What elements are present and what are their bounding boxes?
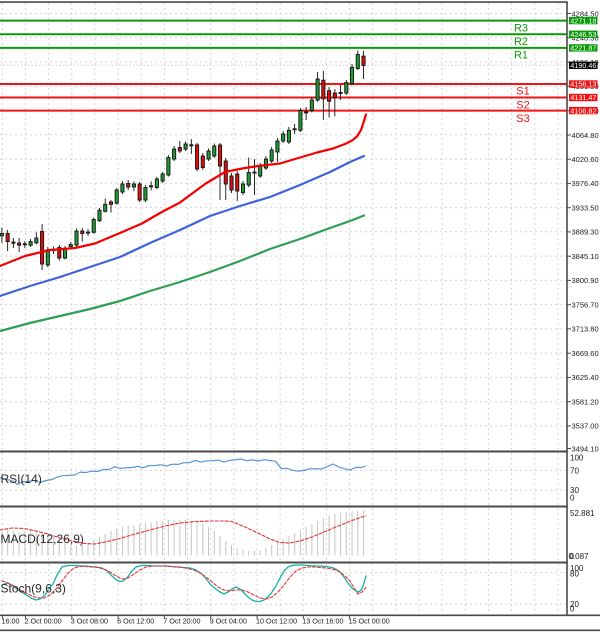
svg-text:3581.20: 3581.20 xyxy=(572,398,599,407)
svg-text:S2: S2 xyxy=(516,100,529,112)
svg-text:R2: R2 xyxy=(514,36,528,48)
svg-text:4106.82: 4106.82 xyxy=(570,106,596,115)
svg-text:S3: S3 xyxy=(516,113,529,125)
svg-text:3800.90: 3800.90 xyxy=(572,276,599,285)
svg-text:80: 80 xyxy=(570,569,579,578)
svg-text:3756.70: 3756.70 xyxy=(572,301,599,310)
svg-text:3889.30: 3889.30 xyxy=(572,228,599,237)
svg-text:9 Oct 04:00: 9 Oct 04:00 xyxy=(210,616,247,625)
svg-text:4190.46: 4190.46 xyxy=(570,61,596,70)
svg-text:4131.47: 4131.47 xyxy=(570,93,596,102)
svg-text:13 Oct 16:00: 13 Oct 16:00 xyxy=(302,616,343,625)
svg-text:100: 100 xyxy=(570,454,584,463)
svg-text:4246.53: 4246.53 xyxy=(570,30,596,39)
svg-text:30: 30 xyxy=(570,486,579,495)
svg-text:3713.80: 3713.80 xyxy=(572,325,599,334)
svg-text:3537.00: 3537.00 xyxy=(572,422,599,431)
svg-text:20: 20 xyxy=(570,600,579,609)
svg-text:Stoch(9,6,3): Stoch(9,6,3) xyxy=(1,582,66,596)
svg-text:0: 0 xyxy=(570,605,575,614)
svg-text:0: 0 xyxy=(570,552,575,561)
svg-text:4271.18: 4271.18 xyxy=(570,16,596,25)
svg-text:7 Oct 20:00: 7 Oct 20:00 xyxy=(163,616,200,625)
svg-text:16:00: 16:00 xyxy=(2,616,20,625)
svg-text:2 Oct 00:00: 2 Oct 00:00 xyxy=(25,616,62,625)
svg-text:70: 70 xyxy=(570,466,579,475)
svg-text:6 Oct 12:00: 6 Oct 12:00 xyxy=(117,616,154,625)
svg-text:R1: R1 xyxy=(514,50,528,62)
svg-text:100: 100 xyxy=(570,564,584,573)
svg-text:4020.60: 4020.60 xyxy=(572,155,599,164)
svg-text:MACD(12,26,9): MACD(12,26,9) xyxy=(1,532,84,546)
svg-text:4221.87: 4221.87 xyxy=(570,44,596,53)
svg-text:4156.13: 4156.13 xyxy=(570,80,596,89)
svg-text:RSI(14): RSI(14) xyxy=(1,472,42,486)
svg-text:3625.40: 3625.40 xyxy=(572,373,599,382)
svg-text:0.087: 0.087 xyxy=(569,552,590,561)
svg-text:0: 0 xyxy=(570,493,575,502)
svg-text:15 Oct 00:00: 15 Oct 00:00 xyxy=(349,616,390,625)
svg-text:4064.80: 4064.80 xyxy=(572,131,599,140)
svg-text:S1: S1 xyxy=(516,86,529,98)
svg-text:3 Oct 08:00: 3 Oct 08:00 xyxy=(71,616,108,625)
svg-text:3976.40: 3976.40 xyxy=(572,179,599,188)
svg-text:3494.10: 3494.10 xyxy=(572,444,599,453)
svg-text:4284.50: 4284.50 xyxy=(572,9,599,18)
svg-text:R3: R3 xyxy=(514,23,528,35)
svg-text:3845.10: 3845.10 xyxy=(572,252,599,261)
svg-text:3669.60: 3669.60 xyxy=(572,349,599,358)
svg-text:52.881: 52.881 xyxy=(570,509,595,518)
svg-text:3933.50: 3933.50 xyxy=(572,204,599,213)
svg-text:4240.30: 4240.30 xyxy=(572,34,599,43)
svg-text:10 Oct 12:00: 10 Oct 12:00 xyxy=(256,616,297,625)
